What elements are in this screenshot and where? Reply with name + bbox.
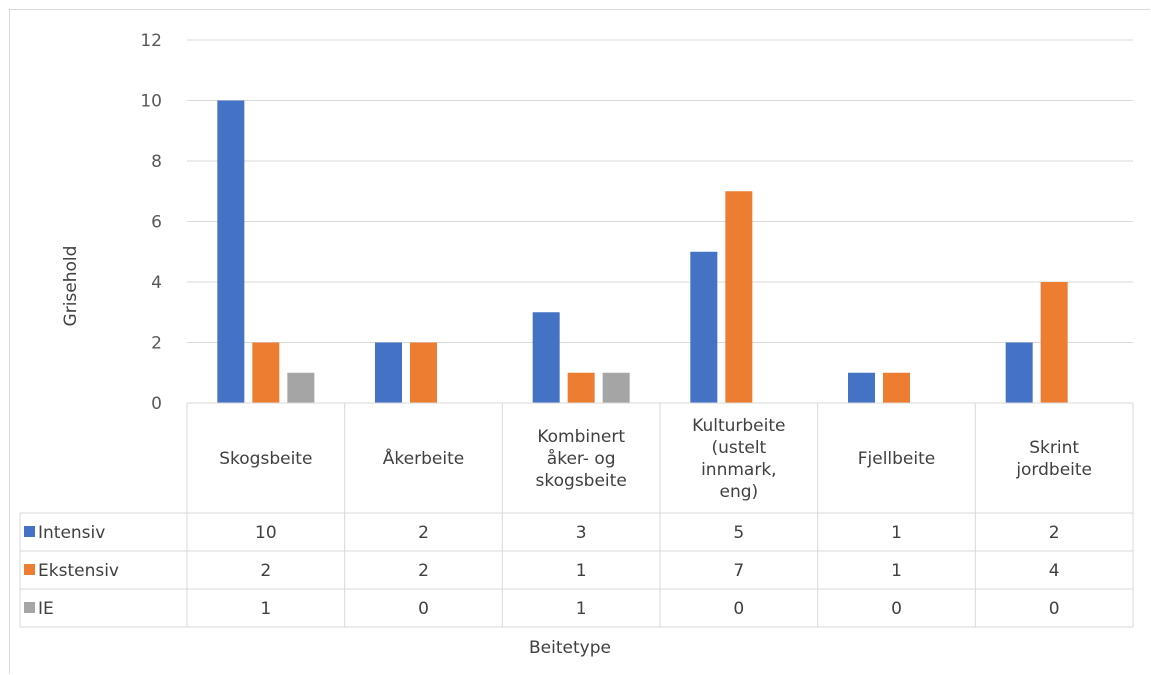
y-tick-label: 6 [151, 213, 162, 233]
table-cell: 1 [576, 561, 587, 581]
legend-key-intensiv [24, 526, 35, 537]
category-label: Fjellbeite [858, 449, 936, 469]
table-cell: 2 [1049, 523, 1060, 543]
bar-intensiv [1005, 342, 1033, 403]
bar-ekstensiv [883, 372, 910, 403]
category-label-line: innmark, [701, 460, 777, 480]
x-axis-title: Beitetype [529, 638, 611, 658]
category-label: Skogsbeite [219, 449, 312, 469]
category-label-line: Fjellbeite [858, 449, 936, 469]
bar-intensiv [848, 372, 875, 403]
y-tick-label: 4 [151, 273, 162, 293]
table-cell: 1 [891, 561, 902, 581]
category-label: Åkerbeite [383, 447, 464, 469]
table-cell: 2 [418, 561, 429, 581]
data-table: Skogsbeite Åkerbeite Kombinert åker- og skog… [19, 402, 1134, 628]
chart-frame [9, 9, 1150, 674]
legend-key-ie [24, 602, 35, 613]
category-label-line: jordbeite [1015, 460, 1092, 480]
y-tick-label: 12 [140, 31, 162, 51]
gridlines [187, 39, 1133, 343]
bar-ie [287, 372, 315, 403]
category-label-line: Skrint [1029, 438, 1079, 458]
table-cell: 5 [733, 523, 744, 543]
y-tick-label: 0 [151, 394, 162, 414]
y-tick-label: 10 [140, 92, 162, 112]
y-axis-title: Grisehold [61, 246, 81, 327]
table-cell: 1 [891, 523, 902, 543]
bar-ekstensiv [252, 342, 280, 403]
bar-intensiv [532, 312, 560, 403]
bar-intensiv [375, 342, 402, 403]
bar-intensiv [217, 100, 245, 403]
table-cell: 3 [576, 523, 587, 543]
table-cell: 10 [255, 523, 277, 543]
y-tick-label: 8 [151, 152, 162, 172]
bar-ekstensiv [410, 342, 437, 403]
y-axis-ticks: 0 2 4 6 8 10 12 [140, 31, 162, 414]
legend-label: IE [38, 599, 54, 619]
category-label: Kulturbeite (ustelt innmark, eng) [692, 416, 785, 502]
table-cell: 1 [260, 599, 271, 619]
bar-ekstensiv [567, 372, 595, 403]
category-label-line: Kulturbeite [692, 416, 785, 436]
bars [217, 100, 1068, 403]
table-cell: 7 [733, 561, 744, 581]
table-cell: 0 [1049, 599, 1060, 619]
y-tick-label: 2 [151, 334, 162, 354]
table-cell: 0 [891, 599, 902, 619]
table-cell: 1 [576, 599, 587, 619]
table-cell: 2 [418, 523, 429, 543]
bar-intensiv [690, 251, 718, 403]
category-label-line: åker- og [547, 448, 616, 469]
bar-ie [602, 372, 630, 403]
table-cell: 0 [418, 599, 429, 619]
legend-label: Intensiv [38, 523, 105, 543]
bar-ekstensiv [1040, 282, 1068, 403]
table-cell: 4 [1049, 561, 1060, 581]
category-label-line: Åkerbeite [383, 447, 464, 469]
category-label-line: (ustelt [711, 438, 766, 458]
table-cell: 0 [733, 599, 744, 619]
table-cell: 2 [260, 561, 271, 581]
category-label-line: Kombinert [537, 427, 625, 447]
legend-label: Ekstensiv [38, 561, 119, 581]
category-label: Kombinert åker- og skogsbeite [536, 427, 627, 491]
category-label-line: Skogsbeite [219, 449, 312, 469]
category-label: Skrint jordbeite [1015, 438, 1092, 480]
category-label-line: eng) [719, 482, 758, 502]
category-label-line: skogsbeite [536, 471, 627, 491]
bar-ekstensiv [725, 191, 753, 403]
legend-key-ekstensiv [24, 564, 35, 575]
